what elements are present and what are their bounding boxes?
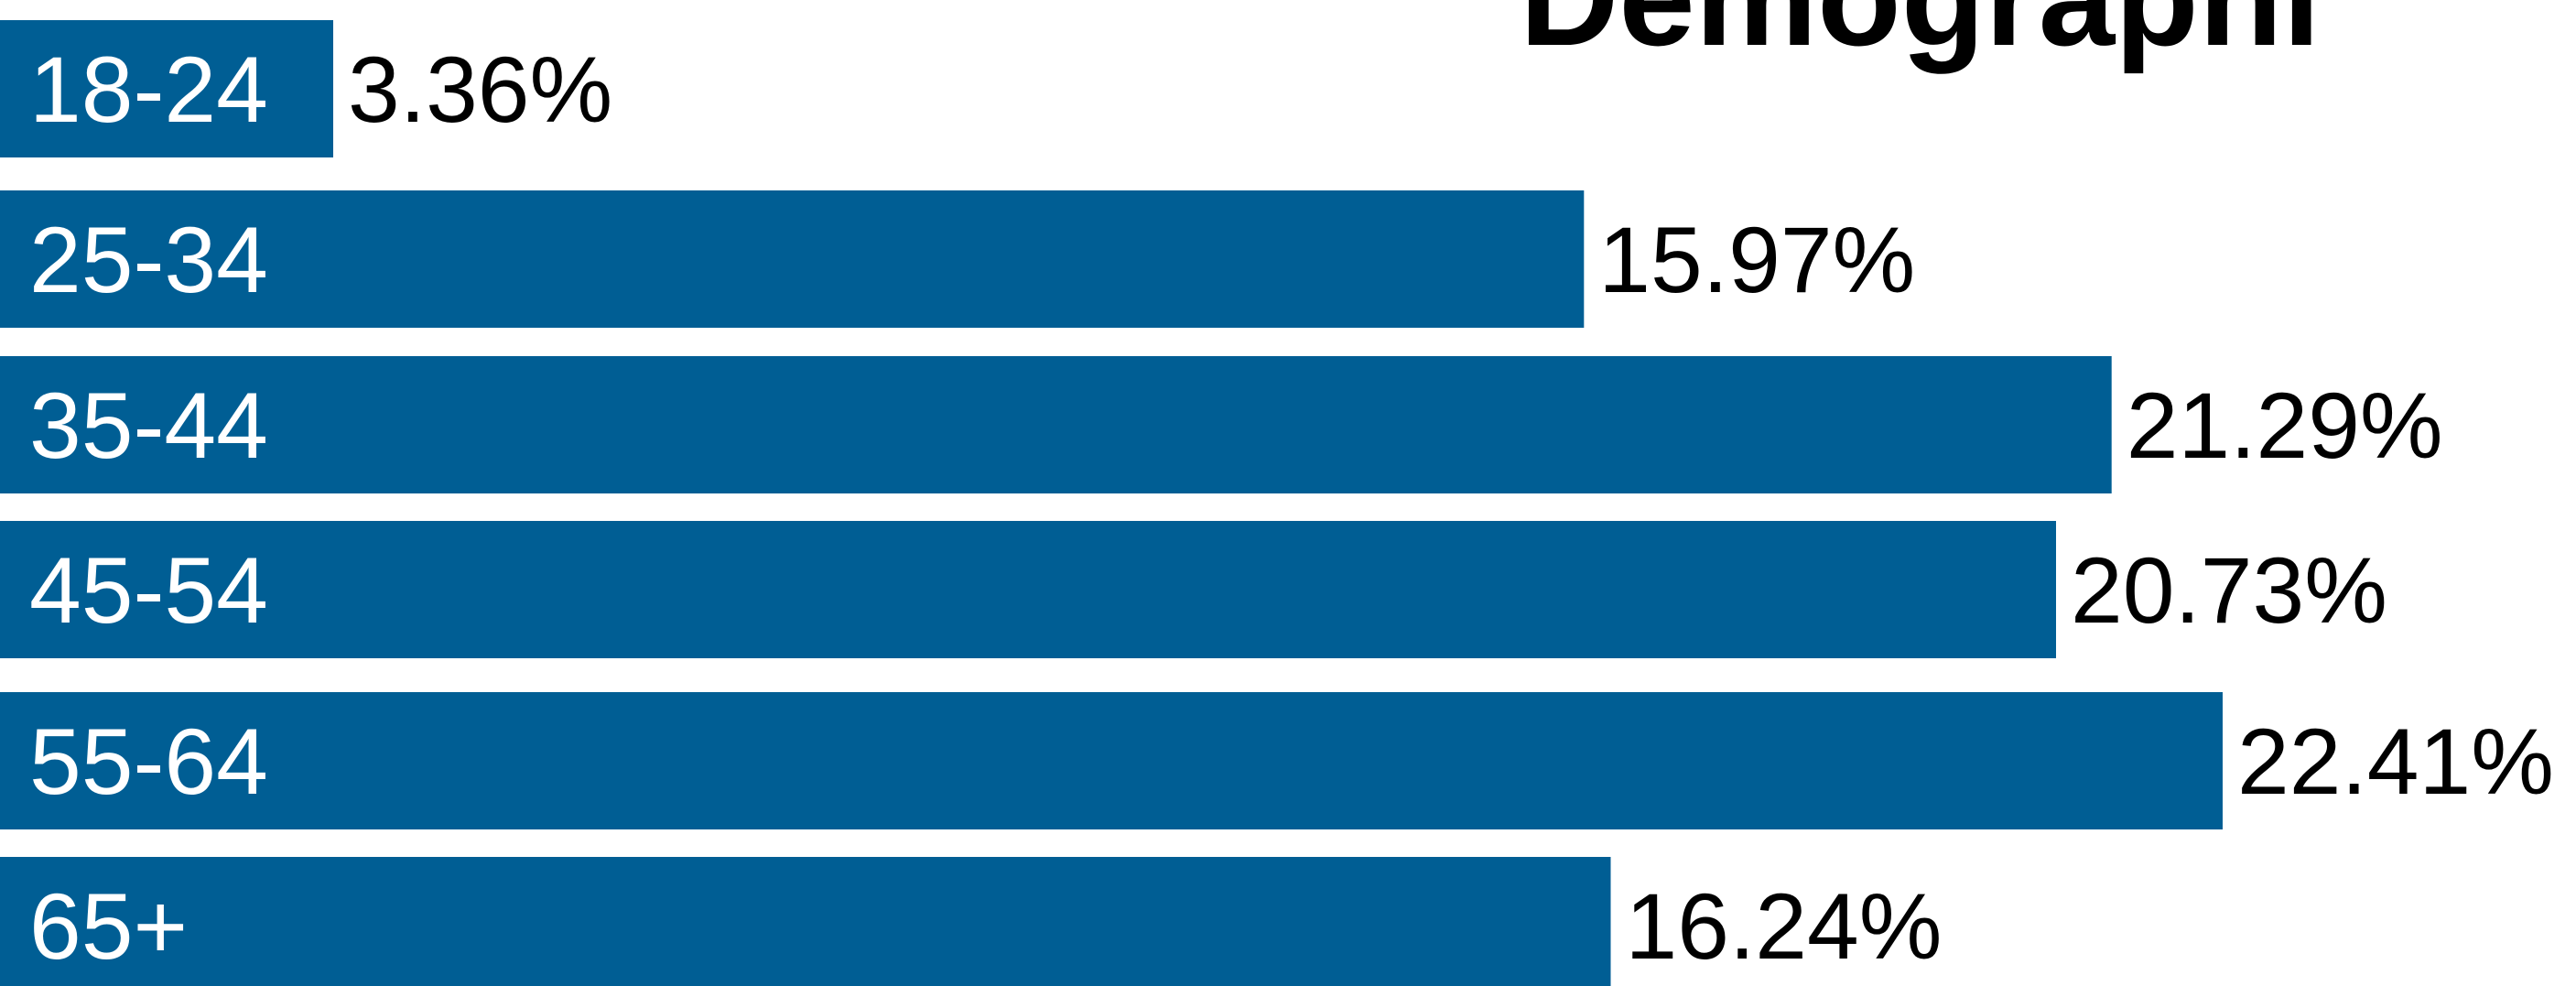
category-label: 65+ — [29, 874, 188, 979]
bar-18-24 — [0, 20, 333, 157]
bar-65+ — [0, 857, 1611, 986]
bar-25-34 — [0, 190, 1585, 328]
bar-35-44 — [0, 356, 2112, 493]
value-label: 15.97% — [1598, 208, 1915, 312]
category-label: 25-34 — [29, 208, 268, 312]
category-label: 18-24 — [29, 38, 268, 142]
bar-55-64 — [0, 692, 2223, 829]
bar-45-54 — [0, 521, 2056, 658]
value-label: 22.41% — [2237, 710, 2554, 814]
value-label: 3.36% — [348, 38, 612, 142]
category-label: 45-54 — [29, 538, 268, 643]
category-label: 35-44 — [29, 374, 268, 478]
value-label: 21.29% — [2127, 374, 2443, 478]
chart-title: Demographi — [1520, 0, 2321, 66]
category-label: 55-64 — [29, 710, 268, 814]
value-label: 20.73% — [2071, 538, 2387, 643]
value-label: 16.24% — [1626, 874, 1943, 979]
